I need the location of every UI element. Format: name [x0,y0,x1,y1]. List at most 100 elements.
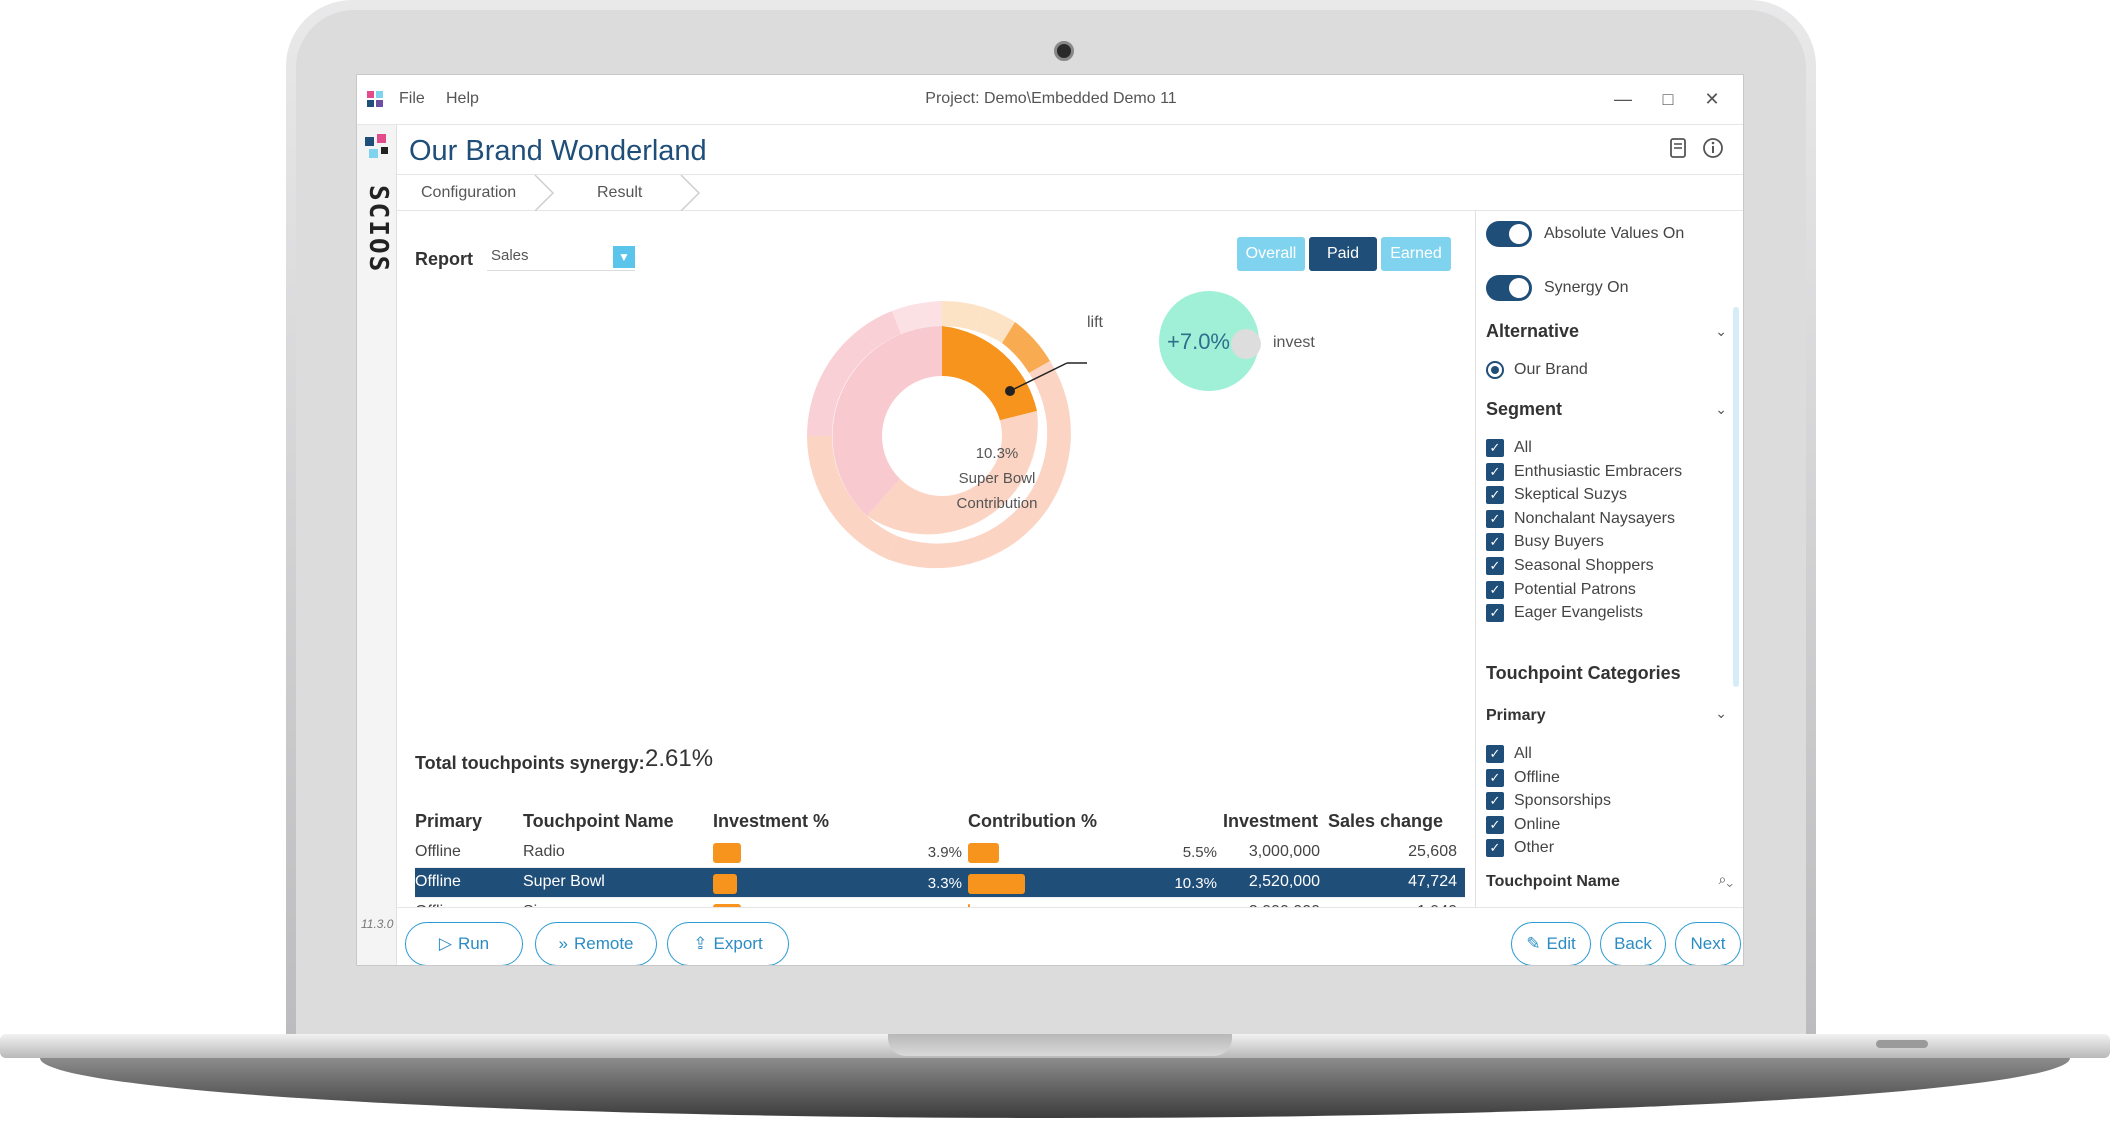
donut-segment[interactable] [942,300,983,331]
report-label: Report [415,249,473,269]
primary-heading[interactable]: Primary [1486,707,1546,724]
checkbox-checked-icon[interactable]: ✓ [1486,486,1504,505]
segment-paid-button[interactable]: Paid [1309,237,1377,271]
export-button-label: Export [713,934,763,953]
breadcrumb: Configuration Result [397,175,1743,211]
donut-segment[interactable] [860,311,901,348]
donut-segment[interactable] [975,307,1015,343]
chevron-down-icon[interactable]: ⌄ [1715,401,1727,417]
laptop-hinge-notch [888,1034,1232,1056]
primary-checkbox-row[interactable]: ✓ Sponsorships [1486,792,1611,814]
cell-touchpoint-name: Super Bowl [523,867,713,898]
donut-segment[interactable] [887,361,1071,569]
back-button[interactable]: Back [1600,922,1666,965]
menu-file[interactable]: File [399,90,425,107]
column-header-touchpoint-name[interactable]: Touchpoint Name [523,810,674,831]
absolute-values-toggle[interactable] [1486,221,1532,247]
document-icon[interactable] [1665,137,1691,163]
primary-checkbox-row[interactable]: ✓ Offline [1486,768,1560,791]
chevron-down-icon[interactable]: ▼ [613,246,635,268]
segment-checkbox-row[interactable]: ✓ Potential Patrons [1486,580,1636,603]
segment-checkbox-row[interactable]: ✓ Busy Buyers [1486,533,1604,555]
export-button[interactable]: ⇪ Export [667,922,789,965]
cell-contribution-pct: 0.4% [968,897,1223,907]
primary-checkbox-row[interactable]: ✓ All [1486,745,1532,767]
app-logo-icon [367,91,383,107]
next-button[interactable]: Next [1675,922,1741,965]
info-icon[interactable] [1700,137,1726,163]
primary-checkbox-row[interactable]: ✓ Online [1486,815,1560,838]
contribution-bar [968,873,1026,894]
search-icon[interactable]: ⌕⌄ [1718,871,1733,887]
table-row[interactable]: Offline Super Bowl 3.3% 10.3% 2,520,000 47,72… [415,867,1465,898]
checkbox-checked-icon[interactable]: ✓ [1486,839,1504,858]
alternative-heading[interactable]: Alternative [1486,321,1580,341]
checkbox-checked-icon[interactable]: ✓ [1486,439,1504,457]
donut-segment-super-bowl[interactable] [942,326,1037,423]
investment-bar [713,873,737,894]
run-button[interactable]: ▷ Run [405,922,523,965]
checkbox-checked-icon[interactable]: ✓ [1486,745,1504,763]
column-header-sales-change[interactable]: Sales change [1328,810,1444,831]
page-header: Our Brand Wonderland [397,125,1743,175]
touchpoint-categories-heading: Touchpoint Categories [1486,663,1681,683]
segment-heading[interactable]: Segment [1486,399,1563,419]
contribution-bar [968,903,971,907]
segment-checkbox-row[interactable]: ✓ Enthusiastic Embracers [1486,462,1683,485]
donut-segment[interactable] [807,329,876,436]
checkbox-checked-icon[interactable]: ✓ [1486,792,1504,811]
chevron-down-icon[interactable]: ⌄ [1715,705,1727,721]
minimize-button[interactable]: — [1614,89,1632,109]
remote-button-label: Remote [573,934,634,953]
remote-button[interactable]: » Remote [535,922,657,965]
edit-button[interactable]: ✎ Edit [1511,922,1591,965]
checkbox-checked-icon[interactable]: ✓ [1486,815,1504,834]
checkbox-checked-icon[interactable]: ✓ [1486,768,1504,787]
column-header-investment-pct[interactable]: Investment % [713,810,830,831]
touchpoint-name-heading[interactable]: Touchpoint Name [1486,873,1620,890]
donut-segment[interactable] [807,436,897,559]
radio-selected-icon[interactable] [1486,361,1504,379]
segment-checkbox-label: Skeptical Suzys [1514,486,1627,504]
table-row[interactable]: Offline Radio 3.9% 5.5% 3,000,000 25,608 [415,837,1465,868]
sidebar-scrollbar[interactable] [1733,307,1739,687]
segment-checkbox-row[interactable]: ✓ Nonchalant Naysayers [1486,509,1675,532]
segment-checkbox-label: Seasonal Shoppers [1514,557,1654,575]
cell-sales-change: 1,940 [1328,897,1465,907]
donut-segment[interactable] [922,301,942,327]
checkbox-checked-icon[interactable]: ✓ [1486,533,1504,552]
segment-checkbox-row[interactable]: ✓ Seasonal Shoppers [1486,557,1654,579]
column-header-contribution-pct[interactable]: Contribution % [968,810,1097,831]
version-label: 11.3.0 [361,917,394,931]
donut-segment[interactable] [892,303,926,334]
segment-checkbox-row[interactable]: ✓ All [1486,439,1532,461]
report-select[interactable]: Sales ▼ [487,243,635,271]
column-header-primary[interactable]: Primary [415,810,483,831]
segment-checkbox-row[interactable]: ✓ Skeptical Suzys [1486,486,1627,508]
close-button[interactable]: ✕ [1704,89,1720,109]
checkbox-checked-icon[interactable]: ✓ [1486,462,1504,481]
column-header-investment[interactable]: Investment [1223,810,1319,831]
segment-earned-button[interactable]: Earned [1381,237,1451,271]
menu-help[interactable]: Help [446,90,479,107]
alternative-option[interactable]: Our Brand [1486,361,1588,383]
primary-checkbox-row[interactable]: ✓ Other [1486,839,1554,861]
segment-checkbox-row[interactable]: ✓ Eager Evangelists [1486,604,1643,626]
segment-overall-button[interactable]: Overall [1237,237,1305,271]
checkbox-checked-icon[interactable]: ✓ [1486,604,1504,623]
cell-investment: 3,000,000 [1223,837,1328,868]
synergy-value: 2.61% [645,745,714,772]
synergy-toggle[interactable] [1486,275,1532,301]
segment-checkbox-label: Enthusiastic Embracers [1514,462,1683,480]
tab-configuration[interactable]: Configuration [421,184,517,201]
pencil-icon: ✎ [1526,934,1541,953]
checkbox-checked-icon[interactable]: ✓ [1486,557,1504,575]
investment-pct-value: 3.3% [927,874,962,892]
checkbox-checked-icon[interactable]: ✓ [1486,509,1504,528]
checkbox-checked-icon[interactable]: ✓ [1486,580,1504,599]
tab-result[interactable]: Result [597,184,643,201]
table-row[interactable]: OfflineSignage 3.9% 0.4% 3,000,0001,940 [415,897,1465,907]
donut-segment[interactable] [1002,322,1050,373]
maximize-button[interactable]: □ [1662,89,1674,109]
chevron-down-icon[interactable]: ⌄ [1715,323,1727,339]
